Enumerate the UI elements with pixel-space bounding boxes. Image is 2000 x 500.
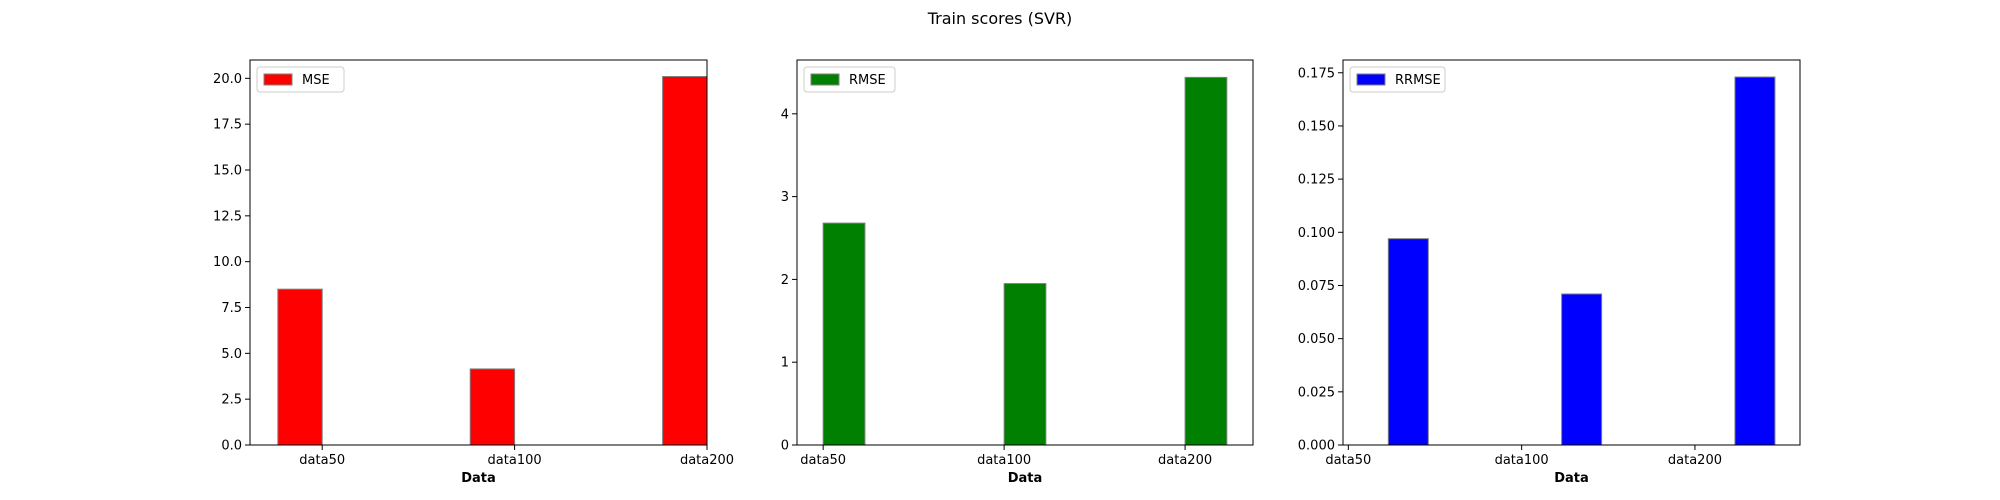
y-tick-label: 0.0 — [221, 439, 242, 454]
x-axis-label: Data — [1554, 471, 1589, 486]
y-tick-label: 0.125 — [1298, 173, 1335, 188]
axes-frame — [796, 59, 1254, 446]
y-tick-label: 20.0 — [213, 72, 242, 87]
y-tick-label: 0.100 — [1298, 226, 1335, 241]
y-tick-label: 5.0 — [221, 347, 242, 362]
bar-rrmse-data200 — [1734, 76, 1776, 446]
legend-swatch — [810, 73, 840, 86]
x-tick-label: data200 — [1158, 453, 1212, 468]
legend-label: RRMSE — [1395, 73, 1441, 88]
y-tick-label: 0.175 — [1298, 66, 1335, 81]
y-tick-label: 10.0 — [213, 255, 242, 270]
chart-panel-2: 0 1 2 3 4 data50 data100 data200 Data RMSE — [781, 59, 1254, 486]
y-tick-label: 17.5 — [213, 118, 242, 133]
y-tick-label: 12.5 — [213, 209, 242, 224]
bar-rmse-data50 — [822, 222, 866, 446]
chart-panel-3: 0.000 0.025 0.050 0.075 0.100 0.125 0.150 0.175… — [1298, 59, 1801, 486]
y-tick-label: 4 — [781, 107, 789, 122]
bar-rrmse-data50 — [1387, 238, 1429, 446]
y-tick-label: 2.5 — [221, 393, 242, 408]
bar-rrmse-data100 — [1561, 293, 1603, 446]
y-tick-label: 2 — [781, 273, 789, 288]
legend: RMSE — [803, 66, 896, 93]
x-tick-label: data50 — [299, 453, 345, 468]
legend-box — [1349, 66, 1446, 93]
x-tick-label: data200 — [680, 453, 734, 468]
legend-label: RMSE — [849, 73, 886, 88]
x-axis-label: Data — [461, 471, 496, 486]
legend: RRMSE — [1349, 66, 1446, 93]
y-tick-label: 7.5 — [221, 301, 242, 316]
y-tick-label: 0.075 — [1298, 279, 1335, 294]
x-tick-label: data200 — [1668, 453, 1722, 468]
bar-mse-data100 — [469, 368, 516, 446]
legend-swatch — [263, 73, 293, 86]
x-axis-label: Data — [1008, 471, 1043, 486]
y-tick-label: 15.0 — [213, 164, 242, 179]
y-tick-label: 0.025 — [1298, 385, 1335, 400]
y-tick-label: 0.000 — [1298, 439, 1335, 454]
chart-panel-1: 0.0 2.5 5.0 7.5 10.0 12.5 15.0 17.5 20.0 data50 da… — [213, 59, 734, 486]
y-tick-label: 0.050 — [1298, 332, 1335, 347]
legend-label: MSE — [302, 73, 330, 88]
bar-rmse-data200 — [1184, 76, 1228, 446]
axes-frame — [249, 59, 708, 446]
legend-box — [803, 66, 896, 93]
x-tick-label: data100 — [1495, 453, 1549, 468]
y-tick-label: 3 — [781, 190, 789, 205]
x-tick-label: data50 — [1325, 453, 1371, 468]
legend-box — [256, 66, 345, 93]
x-tick-label: data100 — [977, 453, 1031, 468]
bar-mse-data50 — [277, 288, 323, 446]
y-tick-label: 0 — [781, 439, 789, 454]
legend: MSE — [256, 66, 345, 93]
y-tick-label: 1 — [781, 356, 789, 371]
axes-frame — [1342, 59, 1801, 446]
x-tick-label: data100 — [488, 453, 542, 468]
y-tick-label: 0.150 — [1298, 119, 1335, 134]
legend-swatch — [1356, 73, 1386, 86]
x-tick-label: data50 — [800, 453, 846, 468]
charts-container: 0.0 2.5 5.0 7.5 10.0 12.5 15.0 17.5 20.0 data50 da… — [213, 59, 1801, 486]
bar-mse-data200 — [662, 76, 708, 446]
figure-title: Train scores (SVR) — [927, 9, 1073, 28]
bar-rmse-data100 — [1003, 283, 1047, 446]
